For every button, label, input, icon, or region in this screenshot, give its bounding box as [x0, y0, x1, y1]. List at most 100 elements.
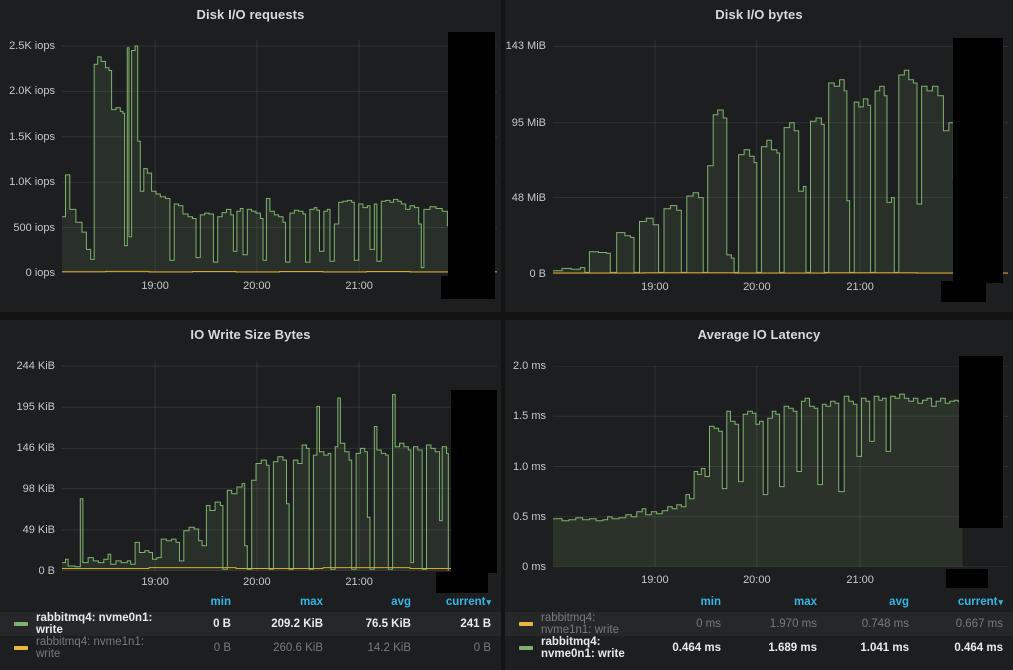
- panel-title[interactable]: Disk I/O bytes: [715, 7, 803, 22]
- series-name-label: rabbitmq4: nvme0n1: write: [541, 636, 625, 660]
- legend-series-name[interactable]: rabbitmq4: nvme1n1: write: [0, 636, 161, 660]
- legend-min-value: 0 B: [213, 618, 231, 630]
- series-line: [62, 567, 497, 569]
- chart-plot-area[interactable]: [553, 40, 1008, 274]
- series-name-label: rabbitmq4: nvme1n1: write: [541, 612, 619, 636]
- series-line: [62, 394, 449, 571]
- x-axis-tick-label: 19:00: [641, 574, 669, 586]
- series-color-swatch: [14, 622, 28, 626]
- y-axis-tick-label: 1.0 ms: [512, 460, 546, 473]
- series-area-fill: [553, 70, 957, 274]
- legend-row-nvme0n1[interactable]: rabbitmq4: nvme0n1: write 0.464 ms 1.689…: [505, 636, 1013, 660]
- y-axis-tick-label: 244 KiB: [16, 360, 55, 373]
- legend-series-name[interactable]: rabbitmq4: nvme1n1: write: [505, 612, 641, 636]
- panel-title[interactable]: Average IO Latency: [697, 327, 821, 342]
- y-axis-tick-label: 1.0K iops: [9, 176, 55, 189]
- redaction-box: [441, 276, 495, 299]
- y-axis-tick-label: 48 MiB: [511, 191, 546, 204]
- x-axis-tick-label: 20:00: [743, 281, 771, 293]
- legend-header-current-label: current: [957, 596, 998, 608]
- legend-series-name[interactable]: rabbitmq4: nvme0n1: write: [505, 636, 641, 660]
- redaction-box: [959, 356, 1003, 528]
- series-name-label: rabbitmq4: nvme1n1: write: [36, 636, 145, 660]
- y-axis-tick-label: 1.5 ms: [512, 410, 546, 423]
- panel-title[interactable]: Disk I/O requests: [196, 7, 305, 22]
- redaction-box: [953, 38, 1003, 283]
- y-axis-tick-label: 500 iops: [13, 221, 55, 234]
- redaction-box: [451, 390, 497, 573]
- legend-avg-value: 14.2 KiB: [367, 642, 411, 654]
- x-axis-tick-label: 19:00: [641, 281, 669, 293]
- panel-disk-io-bytes: Disk I/O bytes 0 B 48 MiB 95 MiB 143 MiB 19:…: [505, 0, 1013, 312]
- legend-min-value: 0 ms: [696, 618, 721, 630]
- legend-avg-value: 76.5 KiB: [365, 618, 411, 630]
- chart-canvas: [553, 40, 1008, 274]
- legend-row-nvme0n1[interactable]: rabbitmq4: nvme0n1: write 0 B 209.2 KiB …: [0, 612, 501, 636]
- series-line: [62, 270, 497, 273]
- redaction-box: [946, 569, 988, 588]
- sort-caret-icon: ▾: [486, 597, 491, 607]
- chart-plot-area[interactable]: [62, 361, 497, 571]
- y-axis-tick-label: 95 MiB: [511, 116, 546, 129]
- series-line: [62, 45, 450, 273]
- x-axis-tick-label: 21:00: [345, 576, 373, 588]
- panel-average-io-latency: Average IO Latency min max avg current▾ …: [505, 320, 1013, 670]
- panel-title[interactable]: IO Write Size Bytes: [190, 327, 311, 342]
- legend-min-value: 0 B: [213, 642, 231, 654]
- y-axis-tick-label: 1.5K iops: [9, 130, 55, 143]
- chart-canvas: [62, 40, 497, 273]
- series-area-fill: [553, 394, 963, 567]
- y-axis-tick-label: 0.5 ms: [512, 510, 546, 523]
- y-axis-tick-label: 2.0K iops: [9, 85, 55, 98]
- legend-max-value: 1.970 ms: [769, 618, 817, 630]
- legend-avg-value: 0.748 ms: [861, 618, 909, 630]
- legend-row-nvme1n1[interactable]: rabbitmq4: nvme1n1: write 0 B 260.6 KiB …: [0, 636, 501, 660]
- y-axis-tick-label: 98 KiB: [22, 482, 55, 495]
- legend-header-avg[interactable]: avg: [391, 596, 411, 608]
- y-axis-tick-label: 0 iops: [25, 267, 55, 279]
- panel-disk-io-requests: Disk I/O requests 0 iops 500 iops 1.0K iop…: [0, 0, 501, 312]
- series-line: [553, 393, 963, 522]
- sort-caret-icon: ▾: [998, 597, 1003, 607]
- x-axis-tick-label: 20:00: [243, 280, 271, 292]
- y-axis-tick-label: 195 KiB: [16, 401, 55, 414]
- legend-header-min[interactable]: min: [210, 596, 231, 608]
- x-axis-tick-label: 20:00: [243, 576, 271, 588]
- series-name-label: rabbitmq4: nvme0n1: write: [36, 612, 153, 636]
- legend-header-current[interactable]: current▾: [919, 596, 1013, 608]
- x-axis-tick-label: 21:00: [846, 281, 874, 293]
- panel-io-write-size-bytes: IO Write Size Bytes min max avg current▾…: [0, 320, 501, 670]
- legend-avg-value: 1.041 ms: [860, 642, 909, 654]
- series-area-fill: [62, 46, 450, 273]
- legend-header-min[interactable]: min: [700, 596, 721, 608]
- legend-table: min max avg current▾ rabbitmq4: nvme1n1:…: [505, 592, 1013, 660]
- legend-header-max[interactable]: max: [299, 596, 323, 608]
- x-axis-tick-label: 21:00: [345, 280, 373, 292]
- legend-max-value: 1.689 ms: [768, 642, 817, 654]
- chart-plot-area[interactable]: [553, 366, 1008, 567]
- chart-canvas: [553, 366, 1008, 567]
- redaction-box: [448, 32, 495, 276]
- legend-current-value: 0.464 ms: [954, 642, 1003, 654]
- chart-plot-area[interactable]: [62, 40, 497, 273]
- legend-table: min max avg current▾ rabbitmq4: nvme0n1:…: [0, 592, 501, 660]
- legend-min-value: 0.464 ms: [672, 642, 721, 654]
- legend-header-max[interactable]: max: [793, 596, 817, 608]
- series-color-swatch: [519, 622, 533, 626]
- legend-header-current-label: current: [445, 596, 486, 608]
- legend-series-name[interactable]: rabbitmq4: nvme0n1: write: [0, 612, 161, 636]
- legend-header-row: min max avg current▾: [505, 592, 1013, 612]
- legend-max-value: 209.2 KiB: [271, 618, 323, 630]
- y-axis-tick-label: 146 KiB: [16, 442, 55, 455]
- x-axis-tick-label: 19:00: [141, 576, 169, 588]
- series-area-fill: [62, 394, 449, 571]
- series-color-swatch: [14, 646, 28, 650]
- y-axis-tick-label: 2.5K iops: [9, 39, 55, 52]
- legend-max-value: 260.6 KiB: [273, 642, 323, 654]
- series-line: [553, 69, 958, 274]
- legend-row-nvme1n1[interactable]: rabbitmq4: nvme1n1: write 0 ms 1.970 ms …: [505, 612, 1013, 636]
- legend-header-current[interactable]: current▾: [421, 596, 501, 608]
- legend-header-avg[interactable]: avg: [889, 596, 909, 608]
- y-axis-tick-label: 2.0 ms: [512, 360, 546, 372]
- x-axis-tick-label: 21:00: [846, 574, 874, 586]
